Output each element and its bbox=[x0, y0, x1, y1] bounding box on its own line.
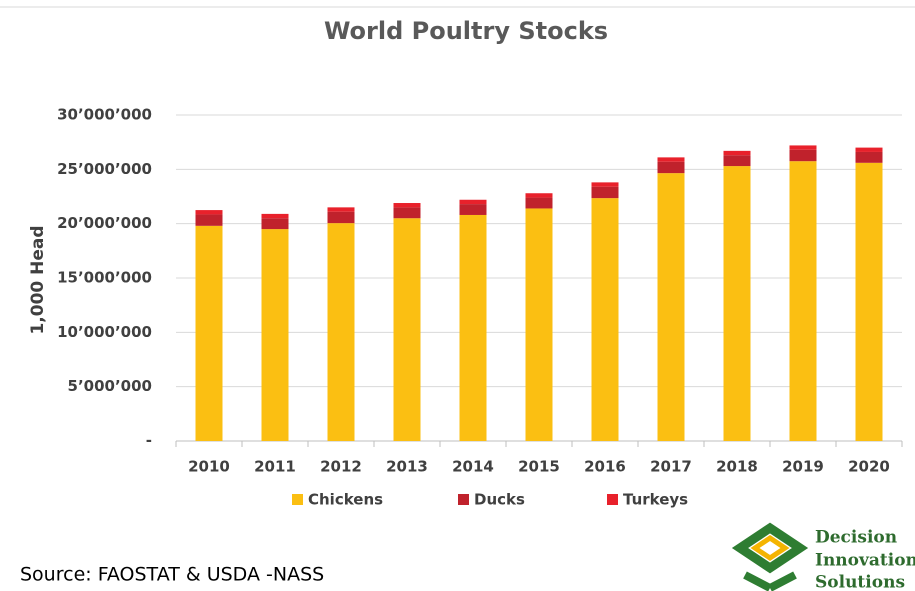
bar-segment bbox=[723, 166, 751, 441]
x-tick-label: 2020 bbox=[848, 458, 890, 476]
y-tick-label: - bbox=[146, 432, 152, 450]
bar-segment bbox=[723, 150, 751, 156]
bar-segment bbox=[657, 157, 685, 162]
logo-shape bbox=[750, 534, 790, 562]
bar-segment bbox=[591, 186, 619, 199]
bar-segment bbox=[327, 211, 355, 224]
x-tick-label: 2011 bbox=[254, 458, 296, 476]
bar-segment bbox=[261, 229, 289, 441]
legend-swatch bbox=[607, 494, 618, 505]
legend-swatch bbox=[458, 494, 469, 505]
bar-segment bbox=[657, 161, 685, 174]
bar-segment bbox=[195, 214, 223, 226]
x-tick-label: 2019 bbox=[782, 458, 824, 476]
bar-segment bbox=[591, 182, 619, 187]
x-tick-label: 2016 bbox=[584, 458, 626, 476]
x-tick-label: 2013 bbox=[386, 458, 428, 476]
bar-segment bbox=[393, 203, 421, 208]
legend-label: Turkeys bbox=[623, 491, 688, 509]
logo-text: Innovation bbox=[815, 551, 915, 571]
logo-text: Decision bbox=[815, 528, 897, 548]
x-tick-label: 2018 bbox=[716, 458, 758, 476]
y-axis-label: 1,000 Head bbox=[28, 225, 48, 334]
bar-segment bbox=[525, 208, 553, 441]
bar-segment bbox=[789, 161, 817, 441]
legend-swatch bbox=[292, 494, 303, 505]
bar-segment bbox=[855, 162, 883, 441]
legend-label: Ducks bbox=[474, 491, 525, 509]
logo-shape bbox=[731, 522, 809, 574]
logo-shape bbox=[743, 571, 797, 591]
bar-segment bbox=[657, 173, 685, 442]
bar-segment bbox=[393, 207, 421, 219]
bar-segment bbox=[525, 193, 553, 198]
bar-segment bbox=[261, 218, 289, 230]
bar-segment bbox=[459, 214, 487, 441]
x-tick-label: 2015 bbox=[518, 458, 560, 476]
chart-title: World Poultry Stocks bbox=[324, 17, 608, 45]
logo-text: Solutions bbox=[815, 573, 905, 591]
bar-segment bbox=[855, 147, 883, 152]
source-note: Source: FAOSTAT & USDA -NASS bbox=[20, 564, 324, 586]
bar-segment bbox=[525, 197, 553, 209]
bar-segment bbox=[261, 213, 289, 219]
legend-label: Chickens bbox=[308, 491, 383, 509]
y-tick-label: 10’000’000 bbox=[57, 323, 152, 341]
bar-segment bbox=[393, 218, 421, 441]
bar-segment bbox=[195, 210, 223, 215]
bar-segment bbox=[459, 204, 487, 215]
bar-segment bbox=[855, 151, 883, 163]
y-tick-label: 5’000’000 bbox=[68, 377, 152, 395]
bar-segment bbox=[789, 149, 817, 162]
bar-segment bbox=[327, 223, 355, 441]
x-tick-label: 2010 bbox=[188, 458, 230, 476]
bar-segment bbox=[327, 207, 355, 212]
x-tick-label: 2014 bbox=[452, 458, 494, 476]
logo: Decision Innovation Solutions bbox=[731, 522, 915, 591]
bar-segment bbox=[591, 198, 619, 441]
y-tick-label: 25’000’000 bbox=[57, 160, 152, 178]
bar-segment bbox=[459, 199, 487, 205]
x-tick-label: 2017 bbox=[650, 458, 692, 476]
y-tick-label: 15’000’000 bbox=[57, 269, 152, 287]
bar-segment bbox=[789, 145, 817, 150]
x-tick-label: 2012 bbox=[320, 458, 362, 476]
bar-segment bbox=[195, 225, 223, 441]
y-tick-label: 20’000’000 bbox=[57, 214, 152, 232]
bar-segment bbox=[723, 155, 751, 167]
y-tick-label: 30’000’000 bbox=[57, 106, 152, 124]
